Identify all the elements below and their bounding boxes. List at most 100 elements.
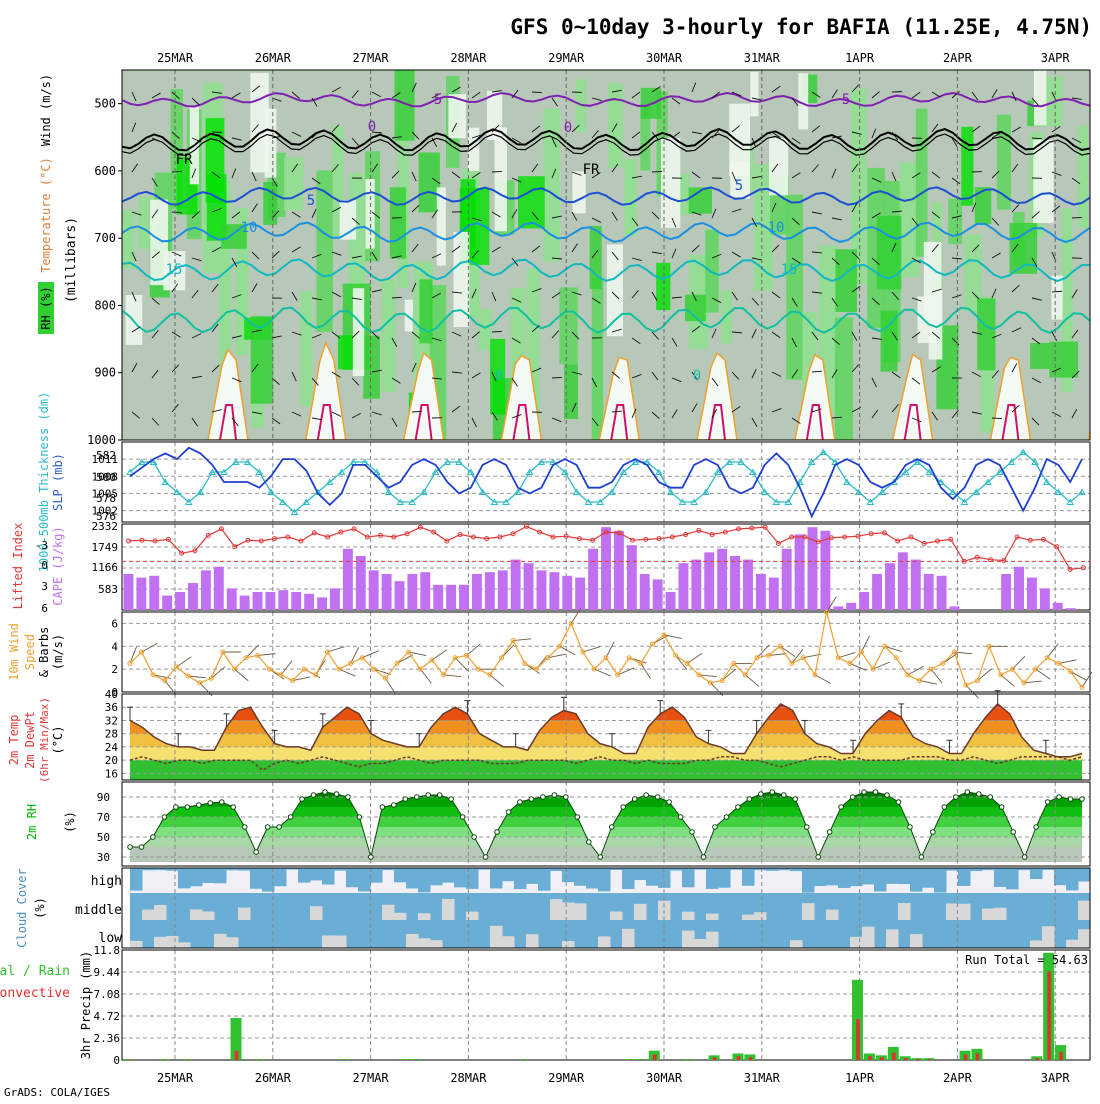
rh-point [380, 805, 385, 810]
rh-point [609, 825, 614, 830]
cloud-gap-bar [706, 914, 719, 920]
cape-bar [278, 590, 288, 610]
wind-barb [492, 171, 502, 172]
cloud-high-bar [310, 868, 323, 880]
run-total-label: Run Total = 54.63 [965, 953, 1088, 967]
cape-bar [756, 574, 766, 610]
rh-point [483, 855, 488, 860]
rh-point [277, 825, 282, 830]
cloud-gap-bar [310, 906, 323, 920]
top-date-label: 1APR [845, 51, 875, 65]
rh-saturated-patch [1049, 342, 1078, 378]
cape-bar [498, 570, 508, 610]
cape-bar [924, 574, 934, 610]
cloud-high-bar [370, 868, 383, 883]
top-date-label: 30MAR [646, 51, 683, 65]
contour-label: 0 [495, 368, 503, 384]
cape-bar [1027, 578, 1037, 610]
rh-moist-band [786, 195, 803, 380]
cape-bar [407, 574, 417, 610]
cloud-high-bar [598, 868, 611, 891]
top-date-label: 31MAR [744, 51, 781, 65]
cloud-gap-bar [394, 913, 407, 920]
rh-point [449, 797, 454, 802]
cape-bar [601, 527, 611, 610]
temp-tick-label: 36 [105, 701, 118, 714]
slp-tick-label: 1011 [92, 453, 119, 466]
cloud-gap-bar [154, 905, 167, 920]
cloud-gap-bar [382, 905, 395, 920]
cloud-high-bar [514, 868, 527, 889]
rh-point [311, 793, 316, 798]
cape-bar [227, 588, 237, 610]
precip-total-legend: Total / Rain [0, 964, 70, 979]
cloud-gap-bar [622, 929, 635, 948]
rh-point [472, 835, 477, 840]
contour-label: 10 [768, 220, 785, 236]
cape-bar [459, 585, 469, 610]
rh-point [369, 855, 374, 860]
rh-point [747, 797, 752, 802]
cloud-high-bar [466, 868, 479, 889]
rh-dry-patch [453, 232, 469, 327]
contour-label: 0 [564, 120, 572, 136]
cape-bar [446, 585, 456, 610]
cloud-high-bar [1078, 868, 1091, 881]
rh-point [151, 835, 156, 840]
precip-convective-bar [749, 1057, 753, 1060]
cloud-level-label: high [91, 874, 122, 889]
cloud-high-bar [922, 868, 935, 888]
bottom-date-label: 25MAR [157, 1071, 194, 1085]
precip-tick-label: 2.36 [94, 1032, 121, 1045]
cloud-gap-bar [214, 934, 227, 948]
cloud-high-bar [886, 868, 899, 884]
slp-tick-label: 1005 [92, 487, 119, 500]
cloud-high-bar [898, 868, 911, 884]
cape-bar [330, 588, 340, 610]
cape-bar [833, 606, 843, 610]
rh-point [495, 830, 500, 835]
rh-point [392, 803, 397, 808]
cloud-gap-bar [826, 910, 839, 920]
rh-point [942, 805, 947, 810]
rh-point [793, 797, 798, 802]
rh-tick-label: 90 [97, 791, 110, 804]
cloud-high-bar [994, 868, 1007, 887]
cloud-high-bar [490, 868, 503, 888]
temp-tick-label: 16 [105, 767, 118, 780]
cape-tick-label: 583 [98, 583, 118, 596]
rh-point [288, 815, 293, 820]
cloud-gap-bar [682, 931, 695, 948]
cape-bar [666, 592, 676, 610]
rh-dry-patch [1034, 70, 1046, 125]
slp-tick-label: 1002 [92, 505, 119, 518]
cape-bar [795, 534, 805, 610]
cape-bar [640, 574, 650, 610]
cloud-gap-bar [190, 909, 203, 920]
cape-bar [885, 563, 895, 610]
cloud-high-bar [958, 868, 971, 886]
rh-point [931, 830, 936, 835]
cape-bar [846, 603, 856, 610]
rh-moist-band [721, 290, 732, 343]
cloud-gap-bar [1042, 926, 1055, 948]
rh-moist-band [381, 280, 395, 392]
rh-saturated-patch [975, 187, 991, 224]
cloud-gap-bar [502, 936, 515, 948]
cape-bar [717, 549, 727, 610]
rh-point [667, 800, 672, 805]
rh-tick-label: 50 [97, 831, 110, 844]
rh-point [724, 815, 729, 820]
cloud-high-bar [802, 868, 815, 893]
cloud-gap-bar [790, 940, 803, 948]
cape-tick-label: 1749 [92, 541, 119, 554]
rh-point [885, 793, 890, 798]
cloud-high-bar [418, 868, 431, 892]
cloud-high-bar [742, 868, 755, 886]
cloud-gap-bar [1078, 929, 1091, 948]
rh-saturated-patch [518, 176, 545, 228]
cape-bar [124, 574, 134, 610]
rh-point [598, 855, 603, 860]
chart-title: GFS 0~10day 3-hourly for BAFIA (11.25E, … [510, 15, 1092, 39]
cape-bar [678, 563, 688, 610]
